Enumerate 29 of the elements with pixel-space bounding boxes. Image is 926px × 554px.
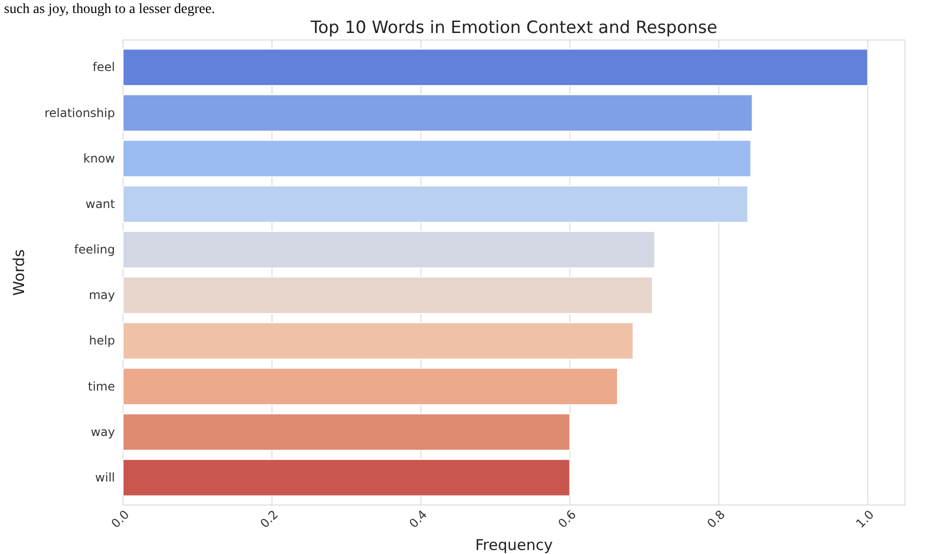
y-tick-label: feel: [92, 60, 115, 74]
bar: [122, 368, 618, 406]
x-tick-label: 0.2: [257, 507, 281, 531]
bar: [122, 413, 570, 451]
bar: [122, 458, 570, 496]
x-tick-label: 0.4: [406, 507, 430, 531]
text: such as joy, though to a lesser degree.: [4, 2, 215, 17]
bar: [122, 140, 752, 178]
bar: [122, 94, 753, 132]
y-tick-label: way: [90, 424, 115, 439]
chart-title: Top 10 Words in Emotion Context and Response: [310, 18, 718, 38]
x-axis-title: Frequency: [475, 536, 553, 554]
x-tick-label: 0.8: [704, 507, 728, 531]
x-tick-label: 1.0: [853, 507, 877, 531]
x-tick-label: 0.6: [555, 507, 579, 531]
y-tick-label: may: [88, 288, 115, 302]
y-tick-label: know: [83, 151, 116, 166]
y-tick-label: time: [88, 379, 115, 394]
bar: [122, 322, 634, 360]
bar: [122, 185, 748, 223]
x-tick-label: 0.0: [108, 507, 132, 531]
y-tick-label: want: [86, 196, 116, 211]
y-tick-label: feeling: [74, 242, 115, 257]
bar: [122, 276, 654, 314]
bar: [122, 48, 868, 86]
y-tick-label: relationship: [44, 106, 115, 120]
y-tick-label: will: [95, 470, 115, 484]
y-tick-label: help: [89, 334, 115, 348]
y-axis-title: Words: [10, 249, 28, 296]
